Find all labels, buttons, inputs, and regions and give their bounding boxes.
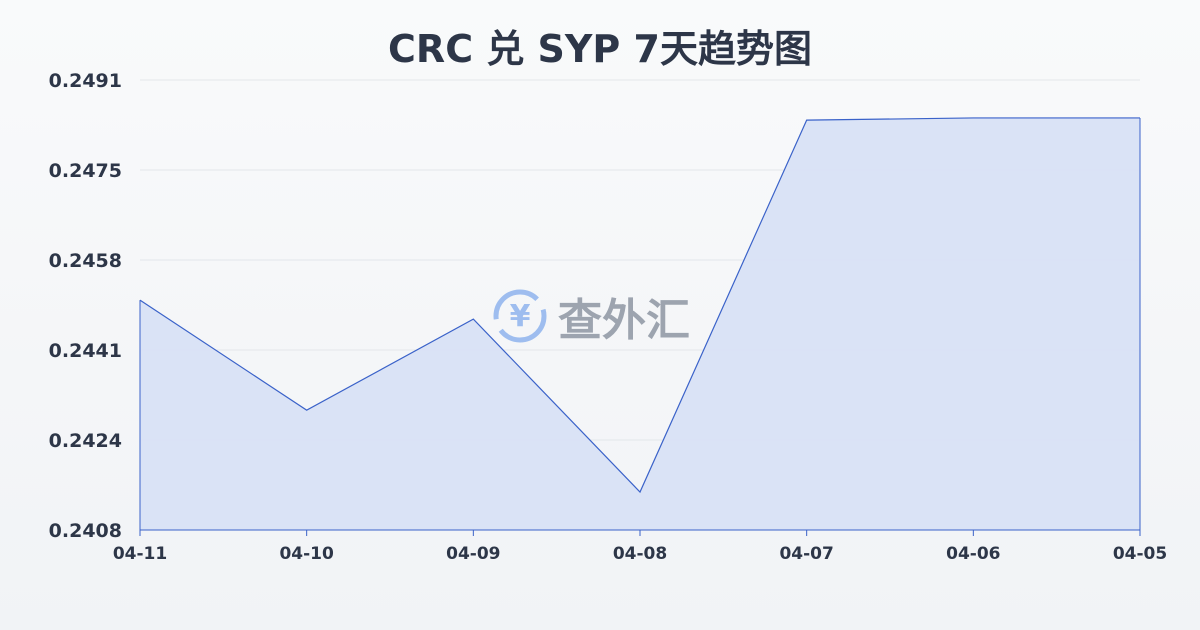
y-tick-label: 0.2441 — [49, 340, 122, 362]
series-line — [139, 117, 1140, 494]
y-tick-label: 0.2475 — [49, 160, 122, 182]
watermark-text: 查外汇 — [558, 295, 690, 346]
chart-title: CRC 兑 SYP 7天趋势图 — [388, 27, 812, 71]
y-tick-label: 0.2491 — [49, 70, 122, 92]
x-tick-label: 04-10 — [279, 544, 334, 564]
svg-text:¥: ¥ — [510, 299, 531, 334]
x-tick-label: 04-05 — [1113, 544, 1167, 564]
x-tick-label: 04-07 — [779, 544, 833, 564]
y-tick-label: 0.2424 — [49, 430, 122, 452]
area-fill — [140, 117, 1140, 530]
watermark: ¥ 查外汇 — [490, 284, 690, 348]
x-tick-label: 04-09 — [446, 544, 500, 564]
yen-exchange-icon: ¥ — [493, 289, 547, 343]
x-tick-label: 04-11 — [113, 544, 167, 564]
y-tick-label: 0.2458 — [49, 250, 122, 272]
y-tick-label: 0.2408 — [49, 520, 122, 542]
x-tick-label: 04-06 — [946, 544, 1000, 564]
x-tick-label: 04-08 — [613, 544, 667, 564]
